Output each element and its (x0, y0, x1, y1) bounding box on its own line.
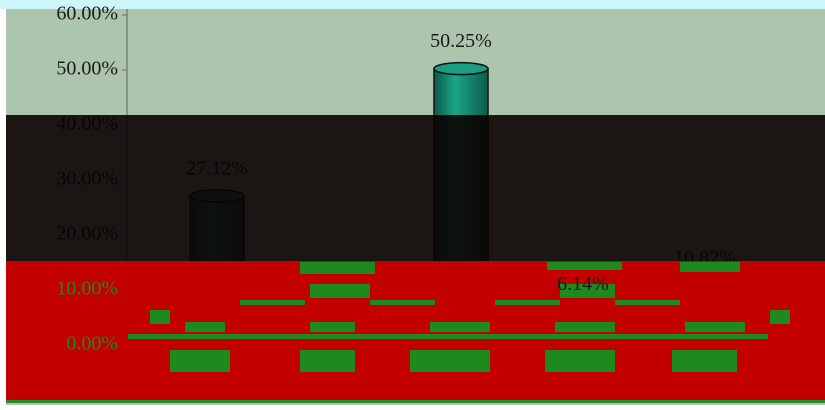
y-tick-label: 0.00% (66, 333, 118, 355)
dark-band (6, 115, 825, 261)
y-tick-label: 50.00% (56, 58, 118, 80)
bottom-border (6, 400, 825, 403)
overlay (6, 115, 825, 403)
glitch-pattern (128, 262, 790, 372)
value-label: 50.25% (430, 30, 492, 52)
value-label: 6.14% (557, 273, 609, 295)
y-tick-label: 60.00% (56, 3, 118, 25)
y-tick-label: 10.00% (56, 278, 118, 300)
top-strip (0, 0, 825, 9)
bar-cap (433, 61, 489, 76)
